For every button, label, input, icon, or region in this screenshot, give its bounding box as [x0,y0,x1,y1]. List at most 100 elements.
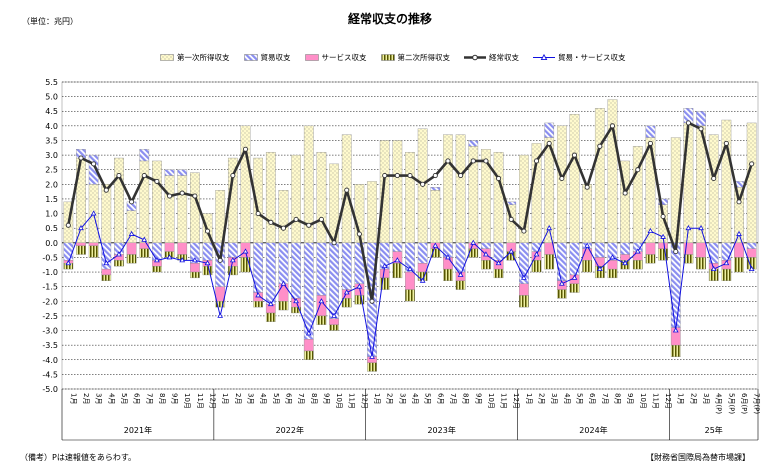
point-trade-services [217,312,224,318]
y-tick-label: -5.0 [42,385,58,394]
point-current-account [129,199,135,205]
x-tick-label: 5月 [272,393,280,404]
point-trade-services [280,280,287,286]
bar-services [126,242,137,255]
bar-services [379,268,390,279]
point-current-account [635,167,641,173]
point-trade-services [166,254,173,260]
bar-trade [215,242,226,287]
bar-secondary-income [455,280,466,290]
x-tick-label: 7月 [601,393,609,404]
bar-secondary-income [379,277,390,290]
x-tick-label: 3月 [398,393,406,404]
bar-primary-income [607,99,618,243]
legend-swatch-primary-income [160,53,174,61]
point-current-account [470,158,476,164]
bar-secondary-income [253,301,264,308]
point-trade-services [723,260,730,266]
bar-trade [291,242,301,299]
x-tick-label: 11月 [196,393,204,409]
bar-services [405,271,415,290]
x-tick-label: 1月 [69,393,77,404]
point-trade-services [457,271,464,277]
point-current-account [204,228,211,234]
legend-item-trade: 貿易収支 [243,52,291,63]
bar-primary-income [316,151,327,243]
x-tick-label: 7月 [449,393,457,404]
x-tick-label: 10月 [639,393,647,409]
bar-services [164,242,175,252]
point-trade-services [90,210,97,216]
bar-secondary-income [101,274,112,281]
year-label: 25年 [705,425,723,435]
point-current-account [559,175,565,182]
point-trade-services [647,227,654,234]
bar-trade [341,242,352,290]
bar-primary-income [721,119,732,243]
bar-primary-income [556,125,567,243]
point-current-account [78,155,84,161]
bar-trade [430,187,441,191]
x-tick-label: 10月 [335,393,343,409]
bar-primary-income [278,190,289,243]
point-current-account [154,178,160,184]
x-tick-label: 11月 [500,393,508,409]
y-tick-label: 0.0 [45,239,58,248]
point-trade-services [179,257,186,263]
point-current-account [647,140,653,146]
x-tick-label: 6月(P) [740,393,748,414]
point-current-account [103,187,109,193]
bar-trade [101,242,112,270]
bar-secondary-income [405,289,415,302]
bar-secondary-income [607,268,618,279]
bar-secondary-income [215,301,226,308]
y-tick-label: -0.5 [42,253,58,262]
legend-swatch-secondary-income [380,53,395,61]
point-current-account [65,222,71,228]
point-trade-services [698,224,704,231]
point-trade-services [748,265,755,272]
legend-label-primary-income: 第一次所得収支 [177,52,230,62]
point-current-account [711,175,717,182]
point-trade-services [685,224,692,231]
x-tick-label: 1月 [677,393,685,404]
line-layer [65,120,755,359]
point-current-account [723,140,729,146]
x-tick-label: 5月 [424,393,432,404]
bar-primary-income [645,137,656,243]
bar-trade [329,242,339,320]
bar-trade [177,169,188,176]
x-tick-label: 2月 [234,393,242,404]
point-trade-services [381,262,388,269]
bar-primary-income [683,122,694,243]
point-trade-services [191,257,198,263]
x-tick-label: 7月 [297,393,305,404]
legend-label-secondary-income: 第二次所得収支 [397,52,451,62]
point-current-account [673,249,679,255]
bar-primary-income [443,134,453,243]
point-trade-services [546,224,553,231]
point-current-account [242,146,249,152]
y-tick-label: -2.0 [42,297,58,306]
bar-primary-income [114,157,124,243]
bar-secondary-income [291,306,301,314]
bar-secondary-income [367,362,377,372]
x-tick-label: 4月 [259,393,267,404]
point-trade-services [558,280,565,286]
bar-primary-income [594,108,605,243]
point-current-account [622,190,628,196]
x-tick-label: 5月(P) [727,393,735,414]
x-tick-label: 1月 [525,393,533,404]
point-trade-services [331,312,337,318]
point-trade-services [495,260,502,266]
x-tick-label: 5月 [120,393,128,404]
unit-label: （単位：兆円） [22,17,78,26]
bar-trade [493,242,504,261]
point-trade-services [204,260,211,266]
point-trade-services [128,230,135,236]
x-tick-label: 11月 [651,393,659,409]
x-tick-label: 9月 [322,393,330,404]
bar-secondary-income [430,248,441,258]
bar-secondary-income [126,254,137,264]
bar-trade [468,140,479,147]
